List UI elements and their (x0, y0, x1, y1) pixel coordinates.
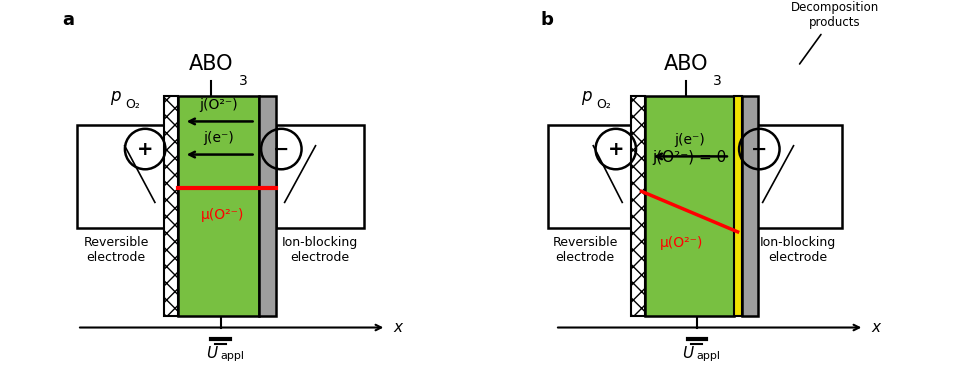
Bar (164, 96, 178, 316)
Bar (645, 96, 733, 316)
Text: Ion-blocking
electrode: Ion-blocking electrode (760, 236, 836, 263)
Text: x: x (872, 320, 880, 335)
Bar (178, 96, 259, 316)
Bar (631, 96, 645, 316)
Text: j(e⁻): j(e⁻) (204, 131, 234, 145)
Bar (77, 125, 163, 228)
Bar (275, 125, 364, 228)
Text: −: − (273, 139, 290, 159)
Bar (742, 96, 758, 316)
Text: appl: appl (221, 351, 245, 361)
Text: ABO: ABO (189, 54, 233, 74)
Bar (548, 125, 631, 228)
Text: p: p (581, 87, 592, 105)
Text: O₂: O₂ (597, 98, 611, 112)
Text: μ(O²⁻): μ(O²⁻) (201, 208, 244, 222)
Text: U: U (682, 346, 693, 361)
Text: j(e⁻): j(e⁻) (674, 133, 705, 147)
Text: μ(O²⁻): μ(O²⁻) (661, 236, 704, 250)
Text: Reversible
electrode: Reversible electrode (83, 236, 149, 263)
Bar (753, 125, 842, 228)
Text: appl: appl (697, 351, 721, 361)
Text: +: + (608, 139, 624, 159)
Text: j(O²⁻) = 0: j(O²⁻) = 0 (652, 150, 727, 165)
Text: −: − (751, 139, 768, 159)
Text: +: + (137, 139, 153, 159)
Text: j(O²⁻): j(O²⁻) (200, 98, 238, 112)
Text: x: x (394, 320, 402, 335)
Text: p: p (110, 87, 120, 105)
Text: 3: 3 (239, 74, 248, 88)
Text: U: U (206, 346, 217, 361)
Text: 3: 3 (713, 74, 722, 88)
Text: b: b (540, 11, 554, 29)
Text: O₂: O₂ (125, 98, 141, 112)
Text: a: a (62, 11, 75, 29)
Text: Ion-blocking
electrode: Ion-blocking electrode (282, 236, 358, 263)
Text: ABO: ABO (663, 54, 708, 74)
Text: Reversible
electrode: Reversible electrode (553, 236, 618, 263)
Bar (733, 96, 742, 316)
Bar (259, 96, 275, 316)
Text: Decomposition
products: Decomposition products (791, 1, 879, 64)
